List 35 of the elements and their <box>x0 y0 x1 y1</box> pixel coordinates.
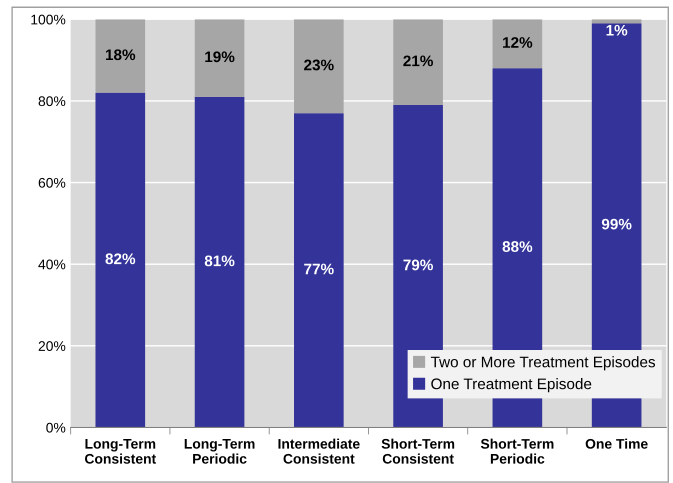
x-tick-label: Long-Term Periodic <box>184 439 254 464</box>
x-tick-label: One Time <box>586 438 648 449</box>
data-label: 99% <box>602 218 632 230</box>
bar <box>492 19 542 68</box>
data-label: 79% <box>403 260 433 270</box>
y-tick-label: 100% <box>31 14 66 24</box>
x-tick-label: Intermediate Consistent <box>278 438 360 464</box>
y-tick-label: 60% <box>38 178 66 188</box>
bar <box>592 19 642 24</box>
x-tick-label: Short-Term Periodic <box>480 438 554 464</box>
legend-label: Two or More Treatment Episodes <box>430 356 656 370</box>
data-label: 81% <box>204 255 234 266</box>
x-tick-label: Long-Term Consistent <box>84 439 156 464</box>
y-tick-label: 20% <box>38 341 66 351</box>
legend-label: One Treatment Episode <box>431 378 592 392</box>
bar <box>294 113 344 428</box>
data-label: 77% <box>304 264 334 274</box>
x-tick-label: Short-Term Consistent <box>382 438 454 464</box>
bar <box>294 19 344 114</box>
data-label: 19% <box>205 51 234 62</box>
bar <box>194 96 244 428</box>
data-label: 1% <box>606 24 628 36</box>
y-tick-label: 40% <box>38 260 66 270</box>
data-label: 23% <box>304 60 334 70</box>
data-label: 12% <box>503 37 532 48</box>
y-tick-label: 80% <box>38 96 66 106</box>
bar <box>393 19 443 106</box>
bar <box>95 19 146 93</box>
data-label: 88% <box>502 241 532 252</box>
y-tick-label: 0% <box>46 422 66 433</box>
bar <box>95 92 146 428</box>
bar <box>194 19 244 97</box>
data-label: 18% <box>106 49 136 60</box>
data-label: 82% <box>105 253 136 264</box>
data-label: 21% <box>403 55 433 66</box>
